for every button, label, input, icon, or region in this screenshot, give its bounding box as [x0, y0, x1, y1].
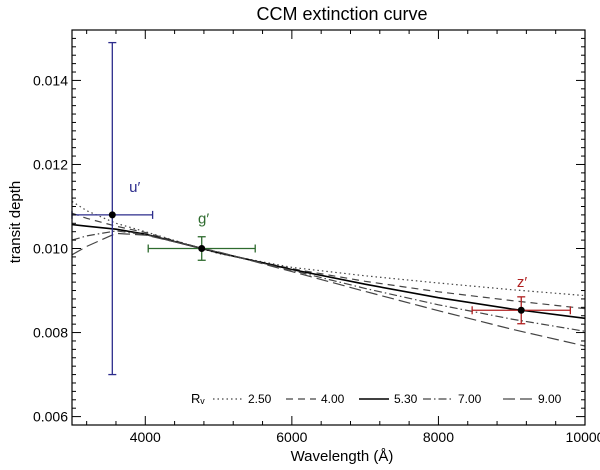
legend-label-9.00: 9.00	[538, 392, 562, 406]
curve-group	[71, 200, 586, 347]
legend: Rᵥ 2.50 4.00 5.30 7.00 9.00	[191, 391, 562, 406]
chart-title: CCM extinction curve	[256, 4, 427, 24]
data-point-u	[108, 211, 116, 219]
curve-rv-4.00	[71, 212, 586, 310]
y-tick-label: 0.006	[33, 409, 68, 425]
legend-title: Rᵥ	[191, 391, 205, 406]
curve-rv-7.00	[71, 230, 586, 332]
x-tick-label: 4000	[130, 429, 161, 445]
point-label-g: g′	[198, 210, 209, 227]
y-tick-label: 0.010	[33, 241, 68, 257]
point-label-z: z′	[517, 274, 528, 291]
y-tick-label: 0.014	[33, 72, 68, 88]
x-tick-label: 8000	[423, 429, 454, 445]
plot-frame	[71, 29, 586, 426]
legend-label-4.00: 4.00	[321, 392, 345, 406]
legend-label-2.50: 2.50	[248, 392, 272, 406]
x-axis-label: Wavelength (Å)	[291, 448, 394, 465]
curve-rv-9.00	[71, 232, 586, 347]
legend-label-7.00: 7.00	[458, 392, 482, 406]
y-tick-label: 0.008	[33, 325, 68, 341]
legend-label-5.30: 5.30	[394, 392, 418, 406]
data-point-g	[198, 245, 206, 253]
y-tick-label: 0.012	[33, 156, 68, 172]
x-tick-label: 6000	[276, 429, 307, 445]
y-axis-label: transit depth	[7, 181, 24, 264]
curve-rv-5.30	[71, 223, 586, 320]
measurement-group: u′ g′ z′	[71, 41, 571, 376]
data-point-z	[517, 306, 525, 314]
point-label-u: u′	[129, 179, 140, 196]
